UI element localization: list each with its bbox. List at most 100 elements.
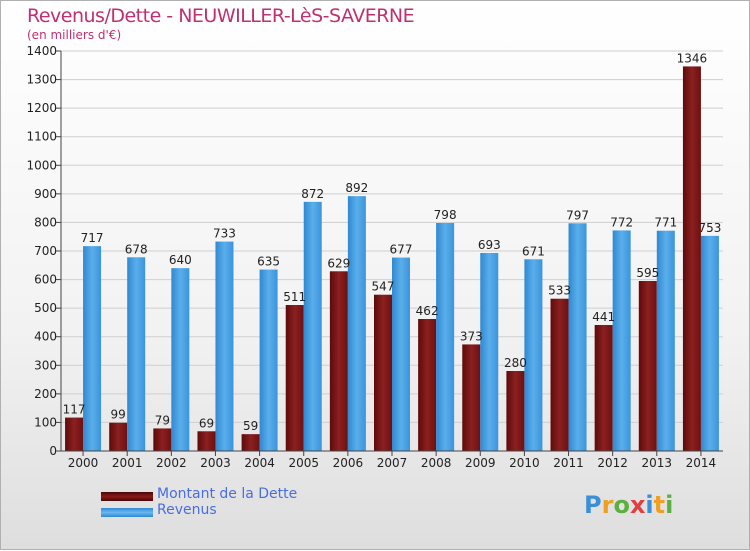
logo-letter: r	[601, 491, 614, 519]
data-label-dette: 373	[460, 329, 483, 343]
x-tick-label: 2011	[553, 456, 584, 470]
data-label-dette: 441	[592, 310, 615, 324]
bar-dette	[65, 417, 84, 451]
bar-dette	[506, 371, 525, 451]
x-tick-label: 2013	[642, 456, 673, 470]
bar-dette	[241, 434, 260, 451]
x-tick-label: 2005	[288, 456, 319, 470]
data-label-revenus: 635	[257, 255, 280, 269]
data-label-dette: 59	[243, 419, 258, 433]
x-tick-label: 2006	[333, 456, 364, 470]
logo-letter: P	[584, 491, 602, 519]
bar-dette	[109, 422, 128, 451]
data-label-dette: 629	[327, 256, 350, 270]
x-tick-label: 2000	[68, 456, 99, 470]
bar-revenus	[700, 235, 719, 451]
bar-dette	[418, 319, 437, 451]
y-tick-label: 500	[34, 301, 57, 315]
legend-swatch-revenus	[101, 508, 153, 517]
x-tick-label: 2010	[509, 456, 540, 470]
y-tick-label: 0	[49, 444, 57, 458]
data-label-dette: 69	[199, 416, 214, 430]
bar-revenus	[215, 241, 234, 451]
bar-revenus	[480, 253, 499, 451]
data-label-revenus: 671	[522, 244, 545, 258]
data-label-revenus: 797	[566, 208, 589, 222]
bar-dette	[374, 294, 392, 451]
data-label-dette: 280	[504, 356, 527, 370]
y-tick-label: 100	[34, 415, 57, 429]
bar-revenus	[568, 223, 587, 451]
y-tick-label: 600	[34, 273, 57, 287]
y-tick-label: 400	[34, 330, 57, 344]
data-label-dette: 79	[155, 413, 170, 427]
y-tick-label: 1100	[26, 130, 57, 144]
y-tick-label: 1300	[26, 73, 57, 87]
logo-letter: x	[629, 491, 646, 519]
chart-subtitle: (en milliers d'€)	[27, 28, 122, 42]
data-label-revenus: 753	[698, 221, 721, 235]
bar-revenus	[347, 196, 366, 451]
data-labels: 117 717 99 678 79 640 69 733 59 635 511 872 629 892 54…	[63, 51, 722, 433]
data-label-revenus: 798	[434, 208, 457, 222]
data-label-dette: 99	[111, 408, 126, 422]
bar-dette	[638, 281, 657, 451]
x-tick-label: 2001	[112, 456, 143, 470]
x-tick-label: 2003	[200, 456, 231, 470]
x-tick-label: 2002	[156, 456, 187, 470]
bar-revenus	[524, 259, 543, 451]
y-tick-label: 1000	[26, 158, 57, 172]
x-tick-label: 2014	[686, 456, 717, 470]
bar-dette	[153, 428, 172, 451]
legend-label-dette: Montant de la Dette	[157, 486, 298, 502]
bar-dette	[285, 305, 304, 451]
y-tick-label: 1200	[26, 101, 57, 115]
legend-swatch-dette	[101, 492, 153, 501]
data-label-dette: 595	[636, 266, 659, 280]
data-label-revenus: 677	[390, 243, 413, 257]
y-tick-label: 900	[34, 187, 57, 201]
x-tick-label: 2007	[377, 456, 408, 470]
bar-dette	[550, 298, 569, 451]
chart-title: Revenus/Dette - NEUWILLER-LèS-SAVERNE	[27, 5, 415, 27]
data-label-revenus: 733	[213, 227, 236, 241]
axes: 0 100 200 300 400 500 600 700 800 900 1000 1100 1200…	[26, 44, 723, 470]
data-label-revenus: 717	[81, 231, 104, 245]
x-tick-label: 2008	[421, 456, 452, 470]
bar-revenus	[259, 269, 278, 451]
bar-dette	[197, 431, 216, 451]
data-label-revenus: 771	[654, 216, 677, 230]
data-label-dette: 533	[548, 284, 571, 298]
bar-dette	[329, 271, 348, 451]
data-label-dette: 117	[63, 403, 86, 417]
bar-revenus	[303, 201, 322, 451]
data-label-revenus: 693	[478, 238, 501, 252]
bar-dette	[462, 344, 481, 451]
proxiti-logo: Proxiti	[584, 491, 673, 519]
x-tick-label: 2009	[465, 456, 496, 470]
bar-revenus	[612, 230, 631, 451]
data-label-revenus: 892	[345, 181, 368, 195]
logo-letter: i	[645, 491, 654, 519]
bar-dette	[682, 66, 701, 451]
y-tick-label: 200	[34, 387, 57, 401]
data-label-revenus: 872	[301, 187, 324, 201]
legend-label-revenus: Revenus	[157, 502, 217, 518]
y-tick-label: 300	[34, 358, 57, 372]
bar-revenus	[83, 246, 102, 451]
data-label-revenus: 640	[169, 253, 192, 267]
data-label-dette: 1346	[677, 51, 708, 65]
logo-letter: o	[613, 491, 630, 519]
bar-revenus	[171, 268, 190, 451]
y-tick-label: 1400	[26, 44, 57, 58]
y-tick-label: 700	[34, 244, 57, 258]
bar-revenus	[127, 257, 146, 451]
bar-revenus	[392, 257, 410, 451]
bar-dette	[594, 325, 613, 451]
data-label-dette: 547	[372, 280, 395, 294]
data-label-dette: 462	[416, 304, 439, 318]
data-label-revenus: 678	[125, 242, 148, 256]
data-label-revenus: 772	[610, 215, 633, 229]
